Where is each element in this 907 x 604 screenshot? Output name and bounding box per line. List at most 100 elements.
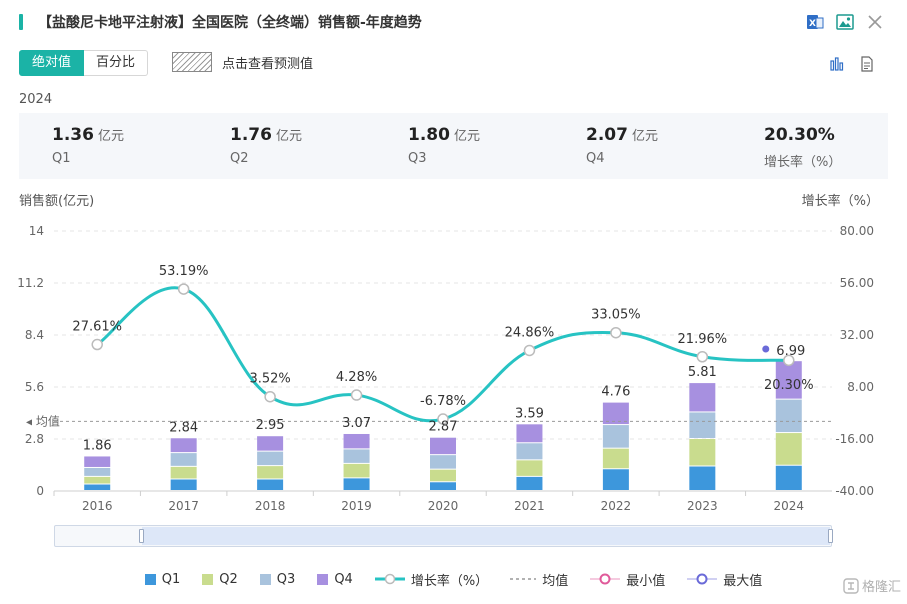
- summary-unit: 亿元: [97, 129, 124, 144]
- summary-unit: 亿元: [275, 129, 302, 144]
- bar-total-label: 2.84: [169, 420, 198, 435]
- summary-label: Q3: [408, 151, 427, 166]
- bar-segment-q2: [170, 466, 197, 479]
- forecast-toggle[interactable]: 点击查看预测值: [172, 52, 313, 72]
- image-icon[interactable]: [835, 12, 855, 32]
- close-icon[interactable]: [865, 12, 885, 32]
- chart-legend: Q1 Q2 Q3 Q4 增长率（%） 均值 最小值 最大值: [0, 568, 907, 590]
- x-axis-label: 2021: [514, 499, 545, 513]
- legend-label: 最大值: [723, 573, 763, 589]
- range-slider[interactable]: [54, 525, 833, 547]
- forecast-label: 点击查看预测值: [222, 56, 314, 72]
- legend-line-icon: [374, 573, 405, 585]
- absolute-value-button[interactable]: 绝对值: [19, 50, 85, 76]
- range-slider-selection[interactable]: [142, 527, 830, 545]
- title-actions: X: [805, 12, 885, 32]
- left-axis-tick: 14: [29, 224, 44, 238]
- growth-rate-label: -6.78%: [420, 394, 466, 409]
- summary-value: 1.76: [230, 125, 272, 145]
- bar-total-label: 6.99: [776, 344, 805, 359]
- max-value-marker: [762, 345, 770, 353]
- summary-q1: 1.36 亿元 Q1: [52, 125, 124, 166]
- x-axis-label: 2017: [168, 499, 199, 513]
- bar-segment-q4: [343, 433, 370, 449]
- bar-segment-q1: [257, 479, 284, 490]
- legend-item-min[interactable]: 最小值: [590, 570, 665, 589]
- value-mode-toggle: 绝对值 百分比: [19, 50, 149, 76]
- legend-item-line[interactable]: 增长率（%）: [374, 570, 488, 589]
- legend-label: Q3: [276, 571, 296, 587]
- bar-segment-q4: [602, 402, 629, 425]
- bar-segment-q2: [84, 476, 111, 484]
- bar-segment-q3: [775, 399, 802, 433]
- x-axis-label: 2019: [341, 499, 372, 513]
- bar-segment-q3: [343, 449, 370, 463]
- bar-segment-q1: [343, 478, 370, 490]
- bar-segment-q3: [430, 455, 456, 469]
- legend-item-q3[interactable]: Q3: [259, 571, 296, 587]
- bar-segment-q2: [602, 448, 629, 469]
- x-axis-label: 2018: [255, 499, 286, 513]
- legend-swatch: [202, 573, 214, 585]
- bar-total-label: 5.81: [688, 365, 717, 380]
- bar-total-label: 3.59: [515, 406, 544, 421]
- right-axis-tick: -40.00: [835, 484, 874, 498]
- bar-segment-q4: [170, 438, 197, 453]
- year-label: 2024: [19, 92, 53, 107]
- summary-q4: 2.07 亿元 Q4: [586, 125, 658, 166]
- watermark: 格隆汇: [843, 576, 901, 595]
- legend-swatch: [144, 573, 156, 585]
- range-slider-right-handle[interactable]: [828, 529, 833, 543]
- legend-item-max[interactable]: 最大值: [687, 570, 762, 589]
- summary-label: Q2: [230, 151, 249, 166]
- bar-segment-q3: [602, 425, 629, 448]
- bar-segment-q4: [84, 456, 111, 467]
- legend-label: Q2: [219, 571, 238, 587]
- summary-label: Q4: [586, 151, 605, 166]
- bar-segment-q2: [430, 469, 456, 482]
- bar-total-label: 1.86: [83, 438, 112, 453]
- legend-label: Q1: [161, 571, 181, 587]
- bar-segment-q4: [689, 383, 716, 412]
- summary-growth: 20.30% 增长率（%）: [764, 125, 841, 170]
- legend-ring-icon: [687, 573, 718, 585]
- summary-value: 1.36: [52, 125, 94, 145]
- title-accent-bar: [19, 14, 23, 30]
- title-bar: 【盐酸尼卡地平注射液】全国医院（全终端）销售额-年度趋势 X: [0, 0, 907, 46]
- excel-icon[interactable]: X: [805, 12, 825, 32]
- bar-segment-q1: [170, 479, 197, 490]
- document-icon[interactable]: [857, 54, 877, 74]
- bar-segment-q2: [775, 433, 802, 465]
- bar-chart-icon[interactable]: [827, 54, 847, 74]
- x-axis-label: 2023: [687, 499, 718, 513]
- summary-value: 20.30%: [764, 125, 835, 145]
- bar-segment-q2: [343, 463, 370, 478]
- right-axis-tick: -16.00: [835, 432, 874, 446]
- summary-label: Q1: [52, 151, 71, 166]
- range-slider-left-handle[interactable]: [139, 529, 144, 543]
- growth-rate-line: [96, 286, 789, 423]
- legend-label: 均值: [542, 573, 569, 589]
- svg-text:X: X: [809, 19, 816, 29]
- growth-rate-point: [610, 326, 622, 339]
- legend-item-avg[interactable]: 均值: [510, 570, 568, 589]
- left-axis-tick: 0: [36, 484, 44, 498]
- legend-item-q2[interactable]: Q2: [202, 572, 238, 587]
- left-axis-title: 销售额(亿元): [19, 194, 95, 209]
- legend-item-q1[interactable]: Q1: [144, 571, 181, 587]
- right-axis-tick: 32.00: [840, 328, 874, 342]
- bar-total-label: 2.87: [429, 420, 458, 435]
- bar-segment-q4: [516, 424, 543, 443]
- x-axis-label: 2022: [601, 499, 632, 513]
- x-axis-label: 2024: [774, 499, 805, 513]
- summary-value: 2.07: [586, 125, 628, 145]
- percentage-button[interactable]: 百分比: [84, 50, 149, 76]
- growth-rate-point: [783, 354, 795, 367]
- legend-swatch: [317, 573, 329, 585]
- summary-panel: 1.36 亿元 Q1 1.76 亿元 Q2 1.80 亿元 Q3 2.07 亿元 Q4 …: [19, 113, 888, 179]
- bar-segment-q1: [602, 469, 629, 490]
- summary-unit: 亿元: [453, 129, 480, 144]
- summary-q2: 1.76 亿元 Q2: [230, 125, 302, 166]
- average-label: ◂ 均值: [26, 413, 60, 428]
- legend-item-q4[interactable]: Q4: [317, 572, 353, 587]
